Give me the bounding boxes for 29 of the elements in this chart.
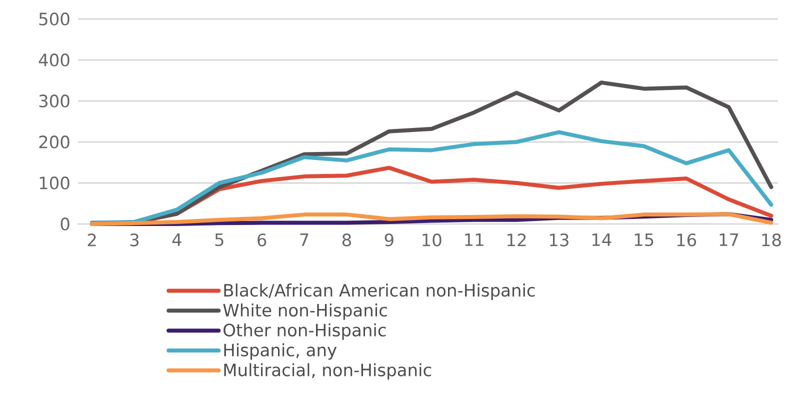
x-tick-label: 12 bbox=[508, 234, 526, 246]
y-tick-label: 500 bbox=[39, 12, 70, 26]
legend-label: Other non-Hispanic bbox=[224, 323, 386, 340]
legend-label: Black/African American non-Hispanic bbox=[224, 284, 535, 300]
x-tick-label: 6 bbox=[258, 234, 266, 246]
x-tick-label: 10 bbox=[422, 234, 442, 246]
line-series bbox=[90, 130, 774, 225]
legend-label: Multiracial, non-Hispanic bbox=[224, 363, 432, 380]
x-tick-label: 3 bbox=[130, 234, 139, 246]
x-tick-label: 13 bbox=[550, 234, 568, 246]
legend-label: Hispanic, any bbox=[224, 343, 337, 360]
x-tick-label: 8 bbox=[342, 234, 351, 246]
x-tick-label: 14 bbox=[592, 234, 612, 246]
x-tick-label: 11 bbox=[465, 234, 484, 246]
x-tick-label: 15 bbox=[634, 234, 654, 246]
x-tick-label: 7 bbox=[300, 234, 308, 246]
y-tick-label: 0 bbox=[60, 218, 70, 230]
x-tick-label: 2 bbox=[88, 234, 96, 246]
legend-label: White non-Hispanic bbox=[223, 303, 387, 320]
x-tick-label: 4 bbox=[172, 234, 182, 246]
x-tick-label: 5 bbox=[215, 234, 224, 246]
y-tick-label: 100 bbox=[40, 176, 70, 190]
y-tick-label: 300 bbox=[39, 94, 70, 108]
x-tick-label: 17 bbox=[720, 234, 738, 246]
x-tick-label: 16 bbox=[677, 234, 696, 246]
y-tick-label: 400 bbox=[38, 54, 70, 66]
y-tick-label: 200 bbox=[39, 136, 70, 148]
x-tick-label: 18 bbox=[762, 234, 781, 246]
x-tick-label: 9 bbox=[384, 234, 394, 246]
